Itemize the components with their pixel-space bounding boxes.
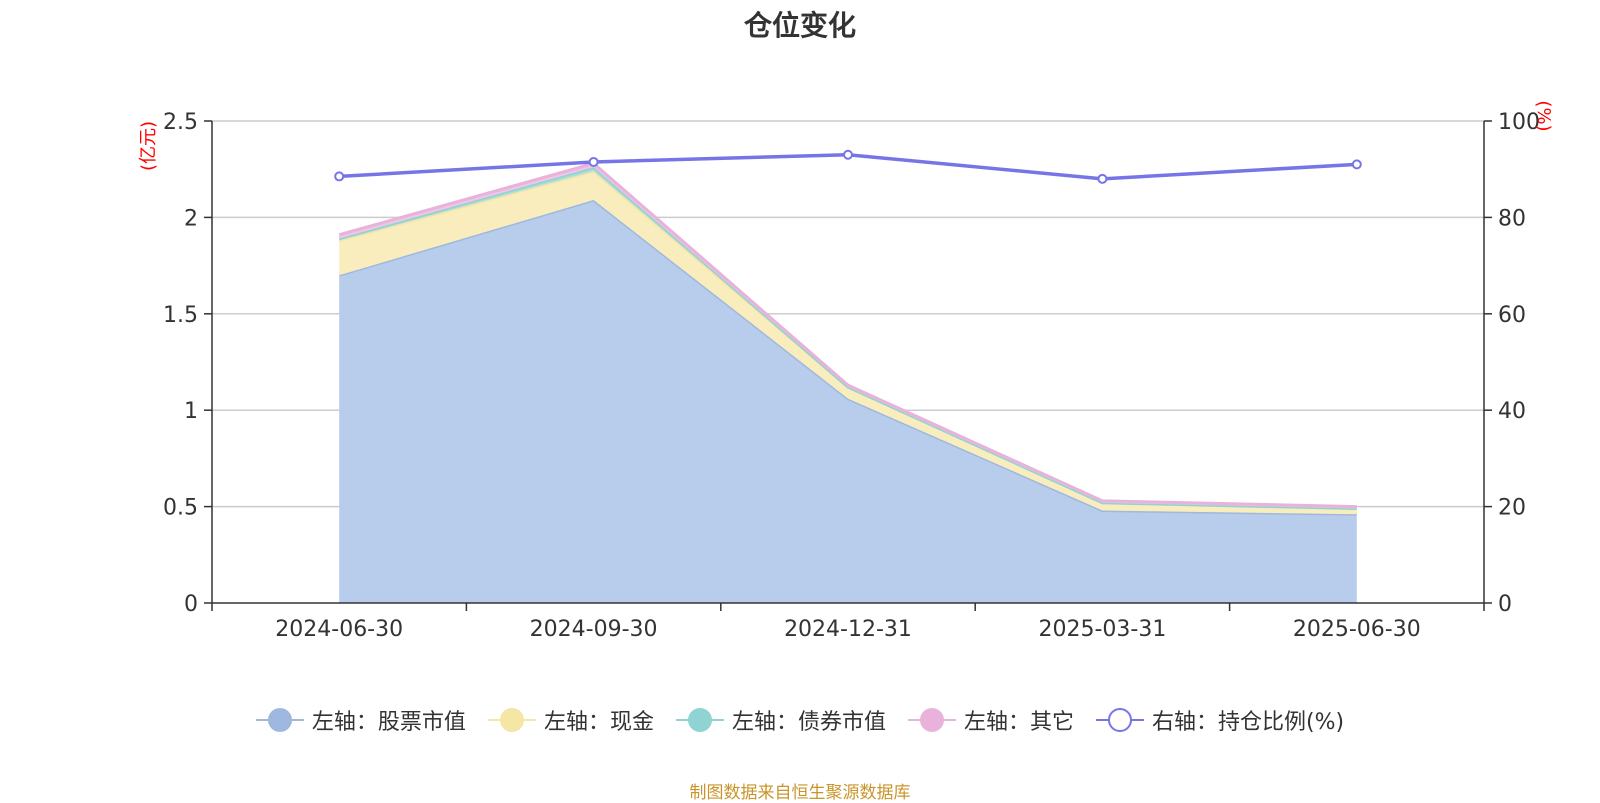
right-axis-unit: (%)	[1533, 100, 1554, 131]
x-tick-label: 2025-06-30	[1293, 617, 1421, 642]
left-tick-label: 0	[184, 592, 198, 617]
x-tick-label: 2024-12-31	[784, 617, 912, 642]
legend-label: 右轴：持仓比例(%)	[1151, 710, 1345, 735]
x-tick-label: 2024-09-30	[530, 617, 658, 642]
source-note: 制图数据来自恒生聚源数据库	[689, 783, 911, 803]
legend-label: 左轴：债券市值	[731, 710, 886, 735]
right-tick-label: 80	[1498, 206, 1526, 231]
ratio-point[interactable]	[1097, 173, 1108, 184]
legend-item[interactable]: 左轴：其它	[907, 704, 1074, 736]
axes: 0 0.5 1 1.5 2 2.5 0 20 40 60 80 100 2024-06-30 2024-0…	[163, 110, 1540, 642]
legend-item[interactable]: 左轴：债券市值	[675, 704, 886, 736]
x-tick-label: 2025-03-31	[1038, 617, 1166, 642]
right-tick-label: 40	[1498, 399, 1526, 424]
right-tick-label: 20	[1498, 496, 1526, 521]
left-tick-label: 0.5	[163, 496, 198, 521]
legend-label: 左轴：其它	[963, 710, 1074, 735]
ratio-point[interactable]	[1351, 159, 1362, 170]
legend-swatch-icon	[255, 706, 304, 734]
ratio-line-series	[334, 149, 1362, 184]
legend-swatch-icon	[487, 706, 536, 734]
legend-item[interactable]: 左轴：现金	[487, 704, 654, 736]
legend-item[interactable]: 左轴：股票市值	[255, 704, 466, 736]
legend-label: 左轴：股票市值	[311, 710, 466, 735]
legend-swatch-icon	[1095, 706, 1144, 734]
legend: 左轴：股票市值 左轴：现金 左轴：债券市值 左轴：其它 右轴：持仓比例(%)	[0, 704, 1600, 736]
right-tick-label: 60	[1498, 303, 1526, 328]
ratio-point[interactable]	[843, 149, 853, 160]
left-tick-label: 1	[184, 399, 198, 424]
left-tick-label: 2	[184, 206, 198, 231]
left-tick-label: 2.5	[163, 110, 198, 135]
chart-title: 仓位变化	[743, 9, 856, 42]
area-fill	[339, 200, 1357, 603]
area-edge-line	[338, 161, 1357, 509]
x-tick-label: 2024-06-30	[275, 617, 403, 642]
ratio-point[interactable]	[588, 156, 599, 167]
legend-swatch-icon	[675, 706, 724, 734]
area-series	[338, 161, 1357, 603]
legend-swatch-icon	[907, 706, 956, 734]
ratio-point[interactable]	[334, 171, 345, 182]
legend-item[interactable]: 右轴：持仓比例(%)	[1095, 704, 1345, 736]
right-tick-label: 100	[1498, 110, 1540, 135]
left-tick-label: 1.5	[163, 303, 198, 328]
legend-label: 左轴：现金	[543, 710, 654, 735]
left-axis-unit: (亿元)	[138, 121, 159, 171]
right-tick-label: 0	[1498, 592, 1512, 617]
